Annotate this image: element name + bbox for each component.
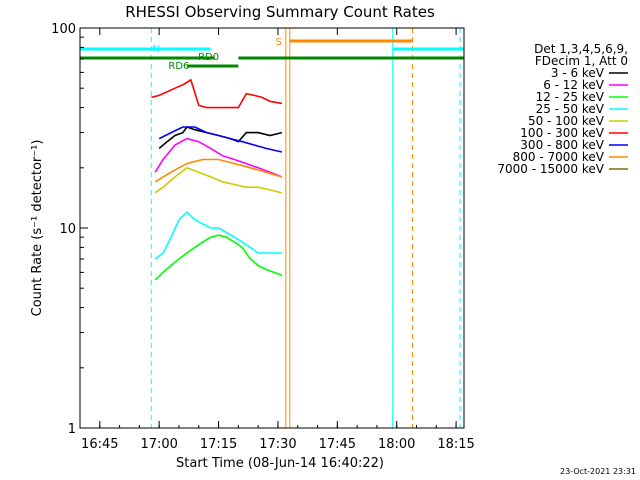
legend-header-line-1: Det 1,3,4,5,6,9,	[534, 42, 628, 56]
legend-label-100-300-kev: 100 - 300 keV	[520, 126, 604, 140]
series-line-50-100-kev	[154, 166, 283, 194]
series-line-25-50-kev	[154, 211, 282, 260]
x-tick-label-17-00: 17:00	[140, 437, 177, 452]
y-tick-label-1: 1	[68, 422, 76, 437]
flag-label-rd6: RD6	[168, 61, 189, 72]
x-axis-ticks: 16:45 17:00 17:15 17:30 17:45 18:00 18:15	[81, 28, 475, 452]
x-tick-label-17-30: 17:30	[259, 437, 296, 452]
legend: Det 1,3,4,5,6,9, FDecim 1, Att 0 3 - 6 k…	[497, 42, 628, 176]
x-tick-label-17-15: 17:15	[200, 437, 237, 452]
series-line-800-7000-kev	[154, 158, 283, 183]
legend-header-line-2: FDecim 1, Att 0	[535, 54, 628, 68]
flag-label-s: S	[276, 37, 282, 48]
vertical-markers	[79, 28, 461, 428]
series-line-6-12-kev	[154, 137, 283, 178]
flag-label-n: N	[152, 44, 159, 55]
y-tick-label-100: 100	[51, 22, 76, 37]
x-tick-label-18-15: 18:15	[437, 437, 474, 452]
series-line-300-800-kev	[158, 126, 283, 153]
legend-label-6-12-kev: 6 - 12 keV	[543, 78, 605, 92]
chart-title: RHESSI Observing Summary Count Rates	[125, 3, 435, 21]
legend-label-800-7000-kev: 800 - 7000 keV	[513, 150, 605, 164]
flag-bars: N S RD0 RD6	[80, 37, 464, 72]
series-line-12-25-kev	[154, 234, 283, 281]
flag-label-rd0: RD0	[198, 52, 219, 63]
x-axis-label: Start Time (08-Jun-14 16:40:22)	[176, 456, 384, 471]
legend-label-12-25-kev: 12 - 25 keV	[536, 90, 605, 104]
x-tick-label-17-45: 17:45	[319, 437, 356, 452]
data-series	[151, 78, 283, 281]
timestamp: 23-Oct-2021 23:31	[560, 467, 636, 476]
legend-label-300-800-kev: 300 - 800 keV	[520, 138, 604, 152]
plot-frame	[79, 27, 465, 429]
x-tick-label-18-00: 18:00	[378, 437, 415, 452]
x-tick-label-16-45: 16:45	[81, 437, 118, 452]
y-axis-ticks: 1 10 100	[51, 22, 88, 437]
y-tick-label-10: 10	[59, 222, 76, 237]
legend-label-50-100-kev: 50 - 100 keV	[528, 114, 605, 128]
legend-label-25-50-kev: 25 - 50 keV	[536, 102, 605, 116]
legend-label-3-6-kev: 3 - 6 keV	[551, 66, 605, 80]
series-line-100-300-kev	[151, 78, 283, 109]
y-axis-label: Count Rate (s⁻¹ detector⁻¹)	[30, 140, 45, 317]
legend-label-7000-15000-kev: 7000 - 15000 keV	[497, 162, 604, 176]
